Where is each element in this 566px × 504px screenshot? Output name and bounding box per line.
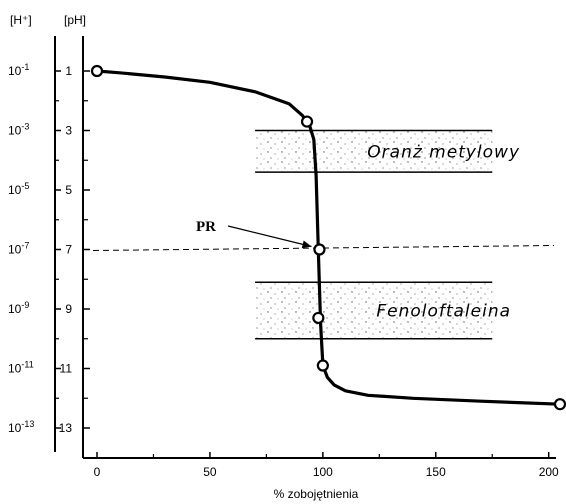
band-fill <box>255 130 493 173</box>
data-point <box>313 243 326 256</box>
ph-tick-label: 13 <box>59 421 73 435</box>
h-tick-label: 10-7 <box>8 241 29 257</box>
h-tick-label: 10-5 <box>8 181 29 197</box>
ph-tick-label: 5 <box>65 183 72 197</box>
titration-curve <box>95 69 562 406</box>
ph-tick-label: 1 <box>65 64 72 78</box>
pr-arrow-line <box>227 225 312 248</box>
x-tick-label: 100 <box>313 465 333 479</box>
x-tick-label: 200 <box>539 465 559 479</box>
x-tick-label: 150 <box>426 465 446 479</box>
axis-ticks: 110-1310-3510-5710-7910-91110-111310-130… <box>8 62 559 479</box>
pr-arrow-head <box>301 240 312 249</box>
data-point <box>300 115 314 128</box>
h-tick-label: 10-1 <box>8 62 29 78</box>
titration-curve-group <box>95 69 562 406</box>
h-tick-label: 10-11 <box>8 360 34 376</box>
pr-annotation: PR <box>196 219 312 249</box>
ph-axis-unit: [pH] <box>64 13 86 27</box>
data-point <box>90 64 104 78</box>
h-axis-unit: [H⁺] <box>10 13 32 27</box>
indicator-bands: Oranż metylowy Fenoloftaleina <box>255 129 520 340</box>
band-fill <box>255 282 493 339</box>
h-tick-label: 10-13 <box>8 419 34 435</box>
x-tick-label: 0 <box>94 465 101 479</box>
data-point <box>312 311 325 325</box>
h-tick-label: 10-9 <box>8 300 29 316</box>
band-label-phenolphthalein: Fenoloftaleina <box>376 301 511 321</box>
ph-tick-label: 3 <box>65 124 72 138</box>
data-points <box>90 64 566 411</box>
pr-label: PR <box>196 219 216 235</box>
ph-tick-label: 7 <box>65 243 72 257</box>
h-tick-label: 10-3 <box>8 122 29 138</box>
data-point <box>316 359 329 372</box>
x-axis-label: % zobojętnienia <box>274 487 359 501</box>
x-tick-label: 50 <box>203 465 217 479</box>
band-label-methyl-orange: Oranż metylowy <box>367 142 520 162</box>
ph-tick-label: 9 <box>65 302 72 316</box>
ph-tick-label: 11 <box>60 362 73 376</box>
data-point <box>553 398 566 411</box>
